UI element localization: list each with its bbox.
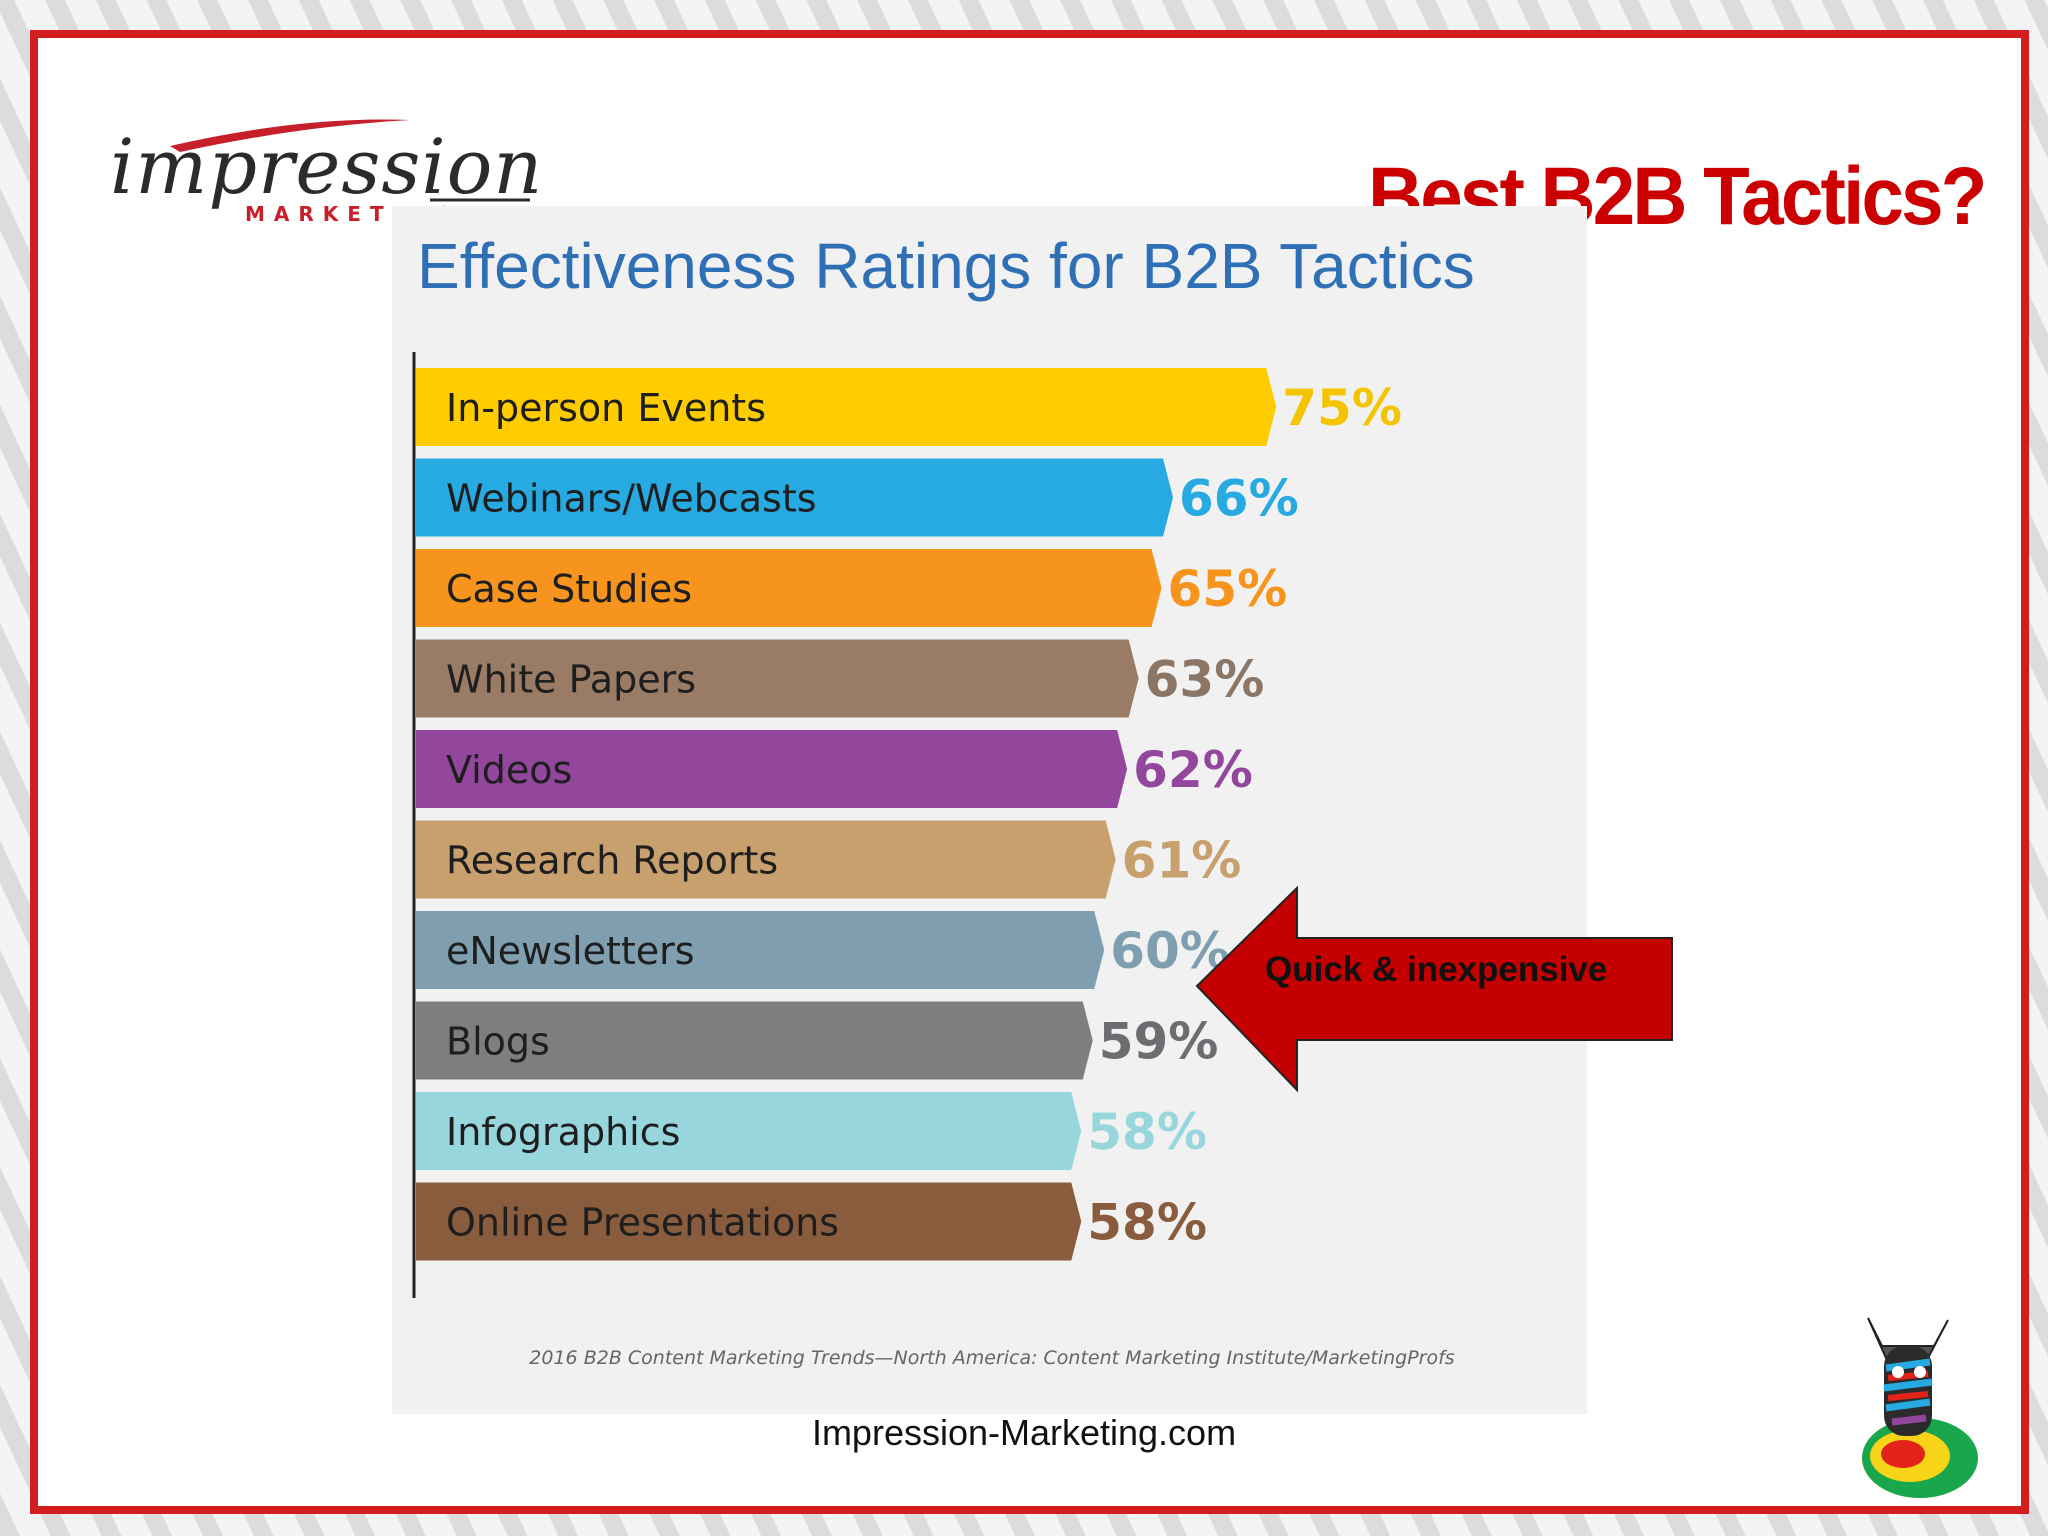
value-label: 58% (1087, 1194, 1207, 1252)
chart-panel: Effectiveness Ratings for B2B Tactics In… (392, 206, 1587, 1414)
zebra-mascot-icon (1862, 1317, 1978, 1498)
category-label: Infographics (446, 1110, 680, 1154)
category-label: Videos (446, 748, 572, 792)
bar (416, 730, 1128, 808)
bar (416, 911, 1105, 989)
bar (416, 820, 1116, 899)
bar-row: Blogs 59% (416, 1001, 1219, 1080)
category-label: eNewsletters (446, 929, 695, 973)
category-label: Online Presentations (446, 1201, 839, 1245)
value-label: 58% (1087, 1103, 1207, 1161)
bar (416, 1092, 1082, 1170)
bar-row: In-person Events 75% (416, 368, 1402, 446)
value-label: 61% (1122, 832, 1242, 890)
value-label: 75% (1282, 379, 1402, 437)
footer-url: Impression-Marketing.com (811, 1412, 1237, 1453)
category-label: In-person Events (446, 386, 766, 430)
logo-swoosh-icon (170, 119, 530, 202)
bar-chart: Effectiveness Ratings for B2B Tactics In… (412, 230, 1475, 1369)
bar (416, 549, 1162, 627)
bar-row: Infographics 58% (416, 1092, 1207, 1170)
value-label: 63% (1145, 651, 1265, 709)
bar-row: Online Presentations 58% (416, 1182, 1207, 1261)
bar (416, 639, 1139, 718)
category-label: Webinars/Webcasts (446, 477, 817, 521)
bar (416, 458, 1174, 537)
arrow-callout-label: Quick & inexpensive (1265, 950, 1608, 989)
bar-row: Research Reports 61% (416, 820, 1242, 899)
value-label: 65% (1168, 560, 1288, 618)
category-label: Case Studies (446, 567, 692, 611)
bar-row: Case Studies 65% (416, 549, 1287, 627)
value-label: 66% (1179, 470, 1299, 528)
category-label: White Papers (446, 658, 696, 702)
left-arrow-callout (1195, 886, 1673, 1093)
value-label: 60% (1110, 922, 1230, 980)
logo-wordmark: impression (110, 122, 544, 211)
value-label: 62% (1133, 741, 1253, 799)
chart-title: Effectiveness Ratings for B2B Tactics (417, 230, 1475, 302)
category-label: Blogs (446, 1020, 550, 1064)
bar-row: eNewsletters 60% (416, 911, 1230, 989)
bar-row: Webinars/Webcasts 66% (416, 458, 1299, 537)
category-label: Research Reports (446, 839, 778, 883)
value-label: 59% (1099, 1013, 1219, 1071)
bar-row: White Papers 63% (416, 639, 1265, 718)
bar (416, 1182, 1082, 1261)
bar-row: Videos 62% (416, 730, 1253, 808)
chart-source: 2016 B2B Content Marketing Trends—North … (529, 1347, 1455, 1369)
bar (416, 1001, 1093, 1080)
bar (416, 368, 1277, 446)
